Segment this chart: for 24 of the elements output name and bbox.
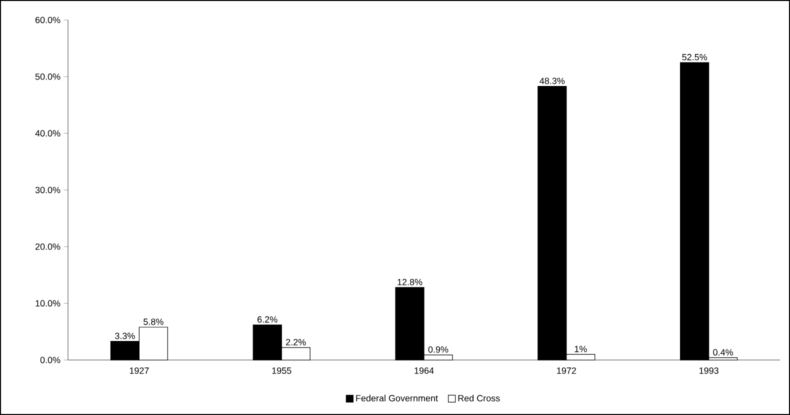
data-label: 6.2% (258, 316, 278, 323)
data-label: 3.3% (115, 332, 135, 340)
y-tick-label: 40.0% (35, 130, 60, 137)
legend-label: Red Cross (458, 394, 500, 402)
y-tick-label: 60.0% (35, 16, 60, 24)
x-tick-label: 1972 (557, 367, 576, 374)
data-label: 5.8% (144, 318, 164, 325)
data-label: 0.4% (713, 349, 733, 356)
x-tick-label: 1964 (414, 367, 434, 374)
x-tick-label: 1993 (699, 367, 718, 374)
y-tick-label: 30.0% (35, 186, 60, 194)
x-tick-label: 1927 (130, 367, 149, 374)
y-tick-label: 10.0% (36, 300, 60, 307)
y-tick-label: 0.0% (40, 356, 60, 364)
data-label: 0.9% (428, 346, 448, 353)
data-label: 1% (574, 346, 587, 352)
data-label: 2.2% (286, 339, 306, 346)
y-tick-label: 50.0% (35, 73, 60, 80)
y-tick-label: 20.0% (35, 243, 60, 250)
data-label: 12.8% (398, 278, 422, 286)
data-label: 52.5% (682, 54, 708, 60)
x-tick-label: 1955 (272, 367, 292, 374)
data-label: 48.3% (540, 78, 565, 84)
legend-label: Federal Government (356, 394, 438, 402)
